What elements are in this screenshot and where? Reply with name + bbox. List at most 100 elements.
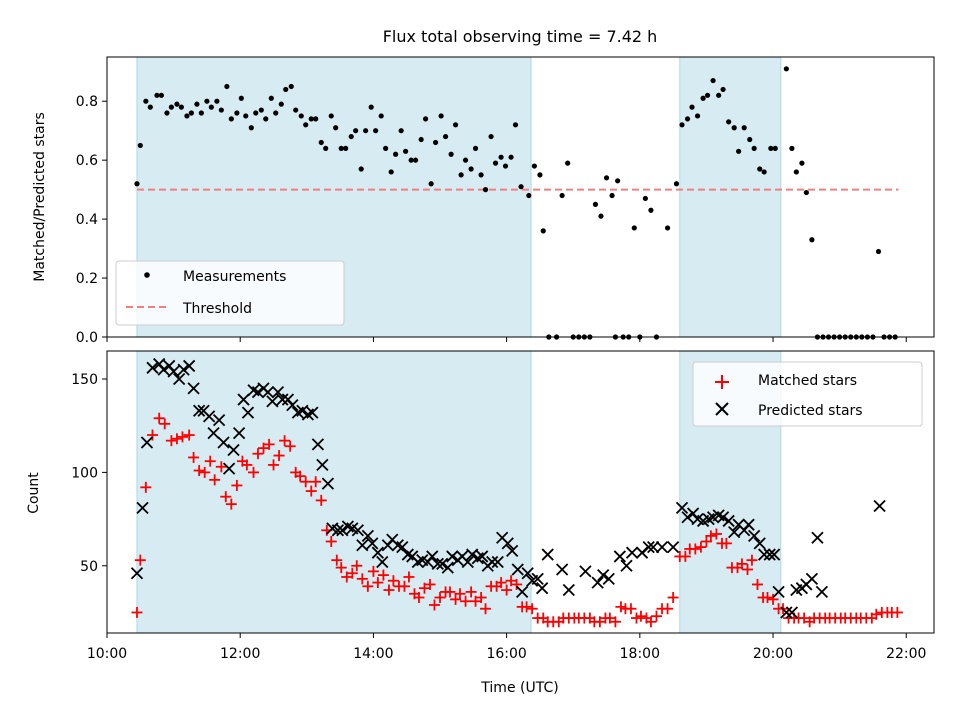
measurement-point <box>592 201 599 207</box>
predicted-point-b <box>183 359 196 373</box>
predicted-point <box>655 540 669 554</box>
predicted-point-b <box>266 395 279 408</box>
matched-point <box>204 455 216 467</box>
measurement-point <box>378 113 384 119</box>
bottom-legend-box <box>692 361 923 427</box>
measurement-point <box>268 95 274 101</box>
measurement-point <box>278 101 284 107</box>
predicted-point-b <box>562 583 575 597</box>
predicted-point-b <box>436 557 449 571</box>
predicted-point-b <box>336 524 349 537</box>
predicted-point-b <box>361 529 375 543</box>
measurement-point <box>373 128 379 134</box>
matched-point <box>279 435 291 447</box>
predicted-point <box>476 550 489 563</box>
measurement-point <box>478 172 484 178</box>
measurement-point <box>224 83 230 90</box>
predicted-point-b <box>613 550 626 563</box>
matched-point <box>341 571 353 583</box>
predicted-point-b <box>555 563 569 576</box>
predicted-point-b <box>197 404 210 417</box>
predicted-point-b <box>251 385 265 399</box>
matched-point <box>505 575 517 587</box>
matched-point <box>263 438 275 450</box>
predicted-point-b <box>207 427 220 440</box>
matched-point <box>645 616 657 628</box>
predicted-point-b <box>511 563 524 576</box>
top-y-tick-label: 0.8 <box>76 94 98 110</box>
predicted-point-b <box>441 561 454 574</box>
predicted-point-b <box>666 540 680 554</box>
predicted-point <box>212 413 226 427</box>
predicted-point <box>266 395 279 408</box>
matched-point <box>695 541 707 553</box>
predicted-point-b <box>356 539 369 552</box>
chart-title: Flux total observing time = 7.42 h <box>383 27 658 46</box>
matched-point <box>199 466 211 478</box>
matched-point <box>751 578 763 590</box>
measurement-point <box>198 110 204 116</box>
matched-point <box>377 569 389 581</box>
predicted-point-b <box>140 436 154 449</box>
measurement-point <box>308 116 314 122</box>
predicted-point-b <box>716 511 730 524</box>
measurement-point <box>328 113 334 119</box>
predicted-point <box>173 372 186 386</box>
measurement-point <box>631 225 637 231</box>
predicted-point-b <box>579 565 592 578</box>
measurement-point <box>761 169 767 175</box>
predicted-point-b <box>620 559 633 572</box>
predicted-point <box>516 585 529 599</box>
predicted-point <box>675 501 689 515</box>
predicted-point <box>237 393 250 406</box>
matched-point <box>268 459 280 471</box>
predicted-point <box>187 382 200 395</box>
measurement-point <box>154 92 160 98</box>
predicted-point <box>351 524 365 537</box>
predicted-point <box>426 550 439 563</box>
predicted-point <box>371 546 384 559</box>
measurement-point <box>482 187 489 193</box>
top-axes-frame <box>106 56 935 338</box>
predicted-point <box>227 443 240 457</box>
top-y-tick-label: 0.6 <box>76 153 98 169</box>
predicted-point <box>763 548 776 561</box>
measurement-point <box>303 122 309 128</box>
predicted-point-b <box>136 501 149 515</box>
measurement-point <box>789 145 795 151</box>
matched-point <box>742 564 754 576</box>
predicted-point-b <box>306 406 319 419</box>
predicted-point <box>681 511 694 524</box>
predicted-point-b <box>286 399 299 412</box>
predicted-point-b <box>426 550 439 563</box>
measurement-point <box>134 181 140 187</box>
measurement-point <box>258 107 264 113</box>
measurement-point <box>783 66 789 72</box>
measurement-point <box>168 104 174 110</box>
x-tick-label: 20:00 <box>753 646 793 662</box>
predicted-point <box>491 555 504 569</box>
legend-matched-label: Matched stars <box>758 373 857 389</box>
x-tick-label: 14:00 <box>353 646 393 662</box>
predicted-point-b <box>647 540 660 554</box>
predicted-point <box>597 568 610 582</box>
matched-point <box>403 571 415 583</box>
bottom-y-tick-label: 50 <box>80 559 98 575</box>
predicted-point <box>446 550 459 563</box>
predicted-point-b <box>222 462 236 475</box>
predicted-point-b <box>212 413 226 427</box>
predicted-point <box>758 548 771 561</box>
predicted-point-b <box>173 372 186 386</box>
predicted-point <box>486 555 499 569</box>
matched-point <box>594 616 606 628</box>
matched-stars-points <box>131 412 903 628</box>
predicted-point-b <box>625 546 639 559</box>
predicted-point <box>811 531 824 544</box>
matched-point <box>383 584 395 596</box>
measurement-point <box>383 145 389 151</box>
predicted-point <box>130 567 144 580</box>
predicted-stars-points <box>130 357 886 619</box>
matched-point <box>131 606 143 618</box>
predicted-point-b <box>501 537 514 550</box>
matched-point <box>188 451 200 463</box>
